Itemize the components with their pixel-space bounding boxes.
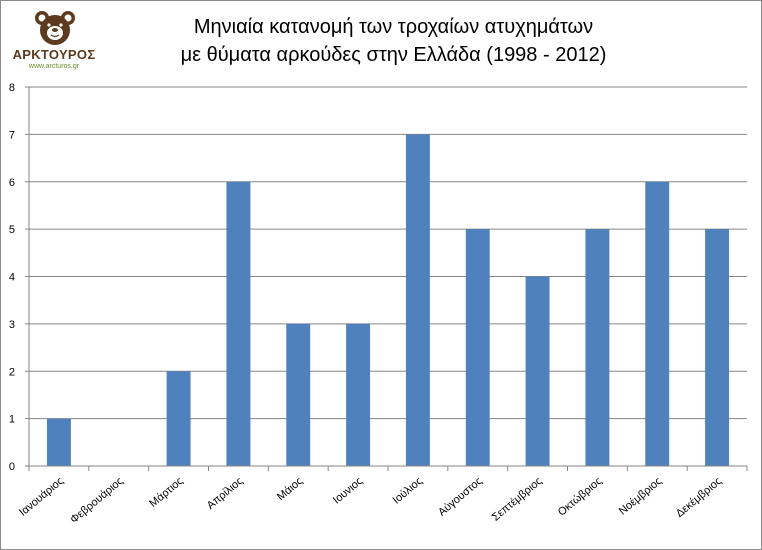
chart-title-line-1: Μηνιαία κατανομή των τροχαίων ατυχημάτων bbox=[193, 16, 594, 38]
bar-7 bbox=[405, 134, 430, 466]
bar-11 bbox=[645, 181, 670, 466]
y-tick-labels: 0 1 2 3 4 5 6 7 8 bbox=[9, 82, 15, 473]
x-tick-label: Σεπτέμβριος bbox=[490, 475, 545, 524]
y-tick-label: 8 bbox=[9, 82, 15, 94]
bar-6 bbox=[346, 323, 371, 466]
bear-head-icon bbox=[35, 11, 75, 45]
chart-title: Μηνιαία κατανομή των τροχαίων ατυχημάτων… bbox=[111, 13, 676, 69]
gridlines bbox=[29, 86, 747, 420]
logo-url: www.arcturos.gr bbox=[28, 63, 80, 70]
x-tick-label: Μάιος bbox=[275, 475, 305, 503]
y-tick-label: 0 bbox=[9, 461, 15, 473]
bar-1 bbox=[46, 418, 71, 466]
bar-4 bbox=[226, 181, 251, 466]
chart-title-line-2: με θύματα αρκούδες στην Ελλάδα (1998 - 2… bbox=[180, 44, 607, 66]
bar-8 bbox=[465, 229, 490, 466]
y-tick-label: 1 bbox=[9, 414, 15, 426]
y-tick-label: 3 bbox=[9, 319, 15, 331]
axes bbox=[25, 86, 748, 471]
bars bbox=[46, 134, 730, 466]
x-tick-label: Ιανουάριος bbox=[17, 475, 66, 519]
x-tick-label: Αύγουστος bbox=[436, 475, 485, 519]
x-tick-label: Φεβρουάριος bbox=[68, 475, 125, 526]
y-tick-label: 5 bbox=[9, 224, 15, 236]
x-tick-label: Ιούλιος bbox=[391, 475, 425, 506]
y-tick-label: 2 bbox=[9, 366, 15, 378]
bar-3 bbox=[166, 371, 191, 466]
bar-5 bbox=[286, 323, 311, 466]
x-tick-label: Δεκέμβριος bbox=[674, 475, 724, 520]
x-tick-label: Μάρτιος bbox=[147, 475, 185, 510]
x-tick-label: Απρίλιος bbox=[205, 475, 246, 512]
y-tick-label: 7 bbox=[9, 129, 15, 141]
x-tick-label: Οκτώβριος bbox=[556, 475, 605, 518]
arcturos-logo: ΑΡΚΤΟΥΡΟΣ www.arcturos.gr bbox=[9, 9, 99, 75]
bar-10 bbox=[585, 229, 610, 466]
bar-9 bbox=[525, 276, 550, 466]
bar-12 bbox=[705, 229, 730, 466]
y-tick-label: 4 bbox=[9, 272, 15, 284]
x-tick-label: Ιουνιος bbox=[331, 475, 365, 506]
logo-name: ΑΡΚΤΟΥΡΟΣ bbox=[12, 47, 96, 62]
y-tick-label: 6 bbox=[9, 177, 15, 189]
x-tick-labels: Ιανουάριος Φεβρουάριος Μάρτιος Απρίλιος Μάιο… bbox=[17, 475, 724, 526]
x-tick-label: Νοέμβριος bbox=[617, 475, 664, 517]
